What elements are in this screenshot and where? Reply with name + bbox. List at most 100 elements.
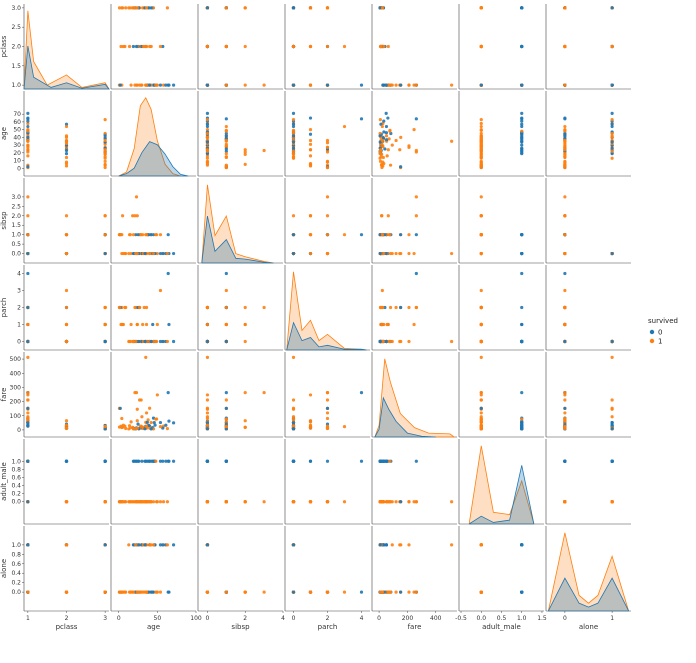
- scatter-point: [386, 322, 390, 327]
- scatter-point: [64, 141, 69, 146]
- scatter-point: [141, 233, 145, 237]
- panel-adult_male-vs-age: [110, 439, 196, 525]
- scatter-point: [147, 459, 151, 463]
- scatter-point: [64, 426, 69, 430]
- scatter-point: [151, 233, 156, 237]
- x-tick-label: 0.0: [476, 615, 486, 622]
- scatter-point: [308, 419, 313, 423]
- scatter-point: [103, 148, 107, 152]
- scatter-point: [224, 165, 228, 170]
- scatter-point: [382, 119, 386, 123]
- scatter-point: [132, 459, 136, 463]
- scatter-point: [308, 590, 313, 594]
- scatter-point: [64, 419, 69, 423]
- scatter-point: [520, 122, 524, 126]
- scatter-point: [129, 251, 133, 256]
- scatter-point: [394, 590, 398, 594]
- scatter-point: [384, 339, 388, 344]
- scatter-point: [120, 590, 125, 594]
- scatter-point: [243, 162, 247, 167]
- y-tick-label: 20: [13, 150, 21, 157]
- scatter-point: [291, 146, 296, 150]
- scatter-point: [412, 322, 416, 327]
- scatter-point: [135, 590, 139, 594]
- scatter-point: [291, 398, 296, 402]
- scatter-point: [407, 543, 411, 547]
- y-tick-label: 2.0: [11, 213, 21, 220]
- x-tick-label: 400: [430, 615, 442, 622]
- scatter-point: [64, 459, 69, 463]
- scatter-point: [158, 420, 163, 425]
- scatter-point: [164, 423, 168, 427]
- scatter-point: [243, 391, 247, 395]
- y-tick-label: 300: [10, 384, 22, 391]
- y-tick-label: 0.4: [11, 483, 21, 490]
- scatter-point: [384, 543, 388, 547]
- scatter-point: [131, 500, 136, 504]
- scatter-point: [224, 147, 228, 151]
- scatter-point: [129, 322, 133, 327]
- scatter-point: [414, 83, 418, 87]
- panel-pclass-vs-age: [110, 4, 196, 90]
- scatter-point: [563, 305, 567, 310]
- panel-parch-vs-alone: [545, 265, 631, 351]
- x-tick-label: 1: [26, 615, 30, 622]
- scatter-point: [407, 305, 411, 310]
- scatter-point: [161, 426, 165, 430]
- scatter-point: [479, 131, 483, 136]
- scatter-point: [224, 271, 228, 276]
- scatter-point: [171, 339, 176, 344]
- scatter-point: [520, 83, 524, 87]
- scatter-point: [103, 156, 107, 160]
- scatter-point: [142, 590, 146, 594]
- scatter-point: [414, 117, 418, 121]
- panel-sibsp-vs-fare: [371, 178, 457, 264]
- y-tick-label: 10: [13, 158, 21, 165]
- legend-label-1: 1: [658, 338, 662, 346]
- scatter-point: [151, 500, 156, 504]
- scatter-point: [103, 500, 107, 504]
- scatter-point: [26, 119, 30, 123]
- scatter-point: [243, 419, 247, 423]
- y-axis-label-age: age: [0, 127, 8, 140]
- y-tick-label: 50: [13, 127, 21, 134]
- scatter-point: [563, 322, 567, 327]
- scatter-point: [479, 411, 483, 415]
- scatter-point: [121, 251, 125, 256]
- scatter-point: [380, 322, 385, 327]
- scatter-point: [378, 131, 382, 136]
- panel-alone-vs-fare: 0 200 400 fare: [371, 526, 457, 631]
- scatter-point: [308, 214, 313, 218]
- scatter-point: [118, 406, 122, 410]
- scatter-point: [479, 141, 483, 145]
- scatter-point: [243, 148, 247, 152]
- scatter-point: [563, 459, 567, 463]
- scatter-point: [407, 251, 411, 256]
- scatter-point: [308, 44, 313, 49]
- scatter-point: [103, 136, 107, 140]
- legend-title: survived: [648, 317, 678, 325]
- scatter-point: [103, 233, 107, 237]
- scatter-point: [380, 233, 385, 237]
- scatter-point: [399, 590, 403, 594]
- scatter-point: [224, 500, 228, 504]
- scatter-point: [414, 305, 418, 310]
- scatter-point: [390, 543, 394, 547]
- scatter-point: [205, 148, 210, 152]
- scatter-point: [382, 251, 386, 256]
- scatter-point: [308, 138, 313, 143]
- scatter-point: [384, 83, 388, 87]
- scatter-point: [26, 500, 30, 504]
- scatter-point: [388, 500, 393, 504]
- scatter-point: [135, 322, 139, 327]
- y-tick-label: 0: [17, 165, 21, 172]
- panel-fare-vs-alone: [545, 352, 631, 438]
- y-tick-label: 0.0: [11, 589, 21, 596]
- scatter-point: [152, 420, 156, 425]
- panel-fare-vs-pclass: 0 100 200 300 400 500 fare: [0, 352, 109, 438]
- scatter-point: [291, 122, 296, 126]
- scatter-point: [384, 134, 389, 138]
- scatter-point: [136, 422, 140, 426]
- scatter-point: [342, 124, 347, 129]
